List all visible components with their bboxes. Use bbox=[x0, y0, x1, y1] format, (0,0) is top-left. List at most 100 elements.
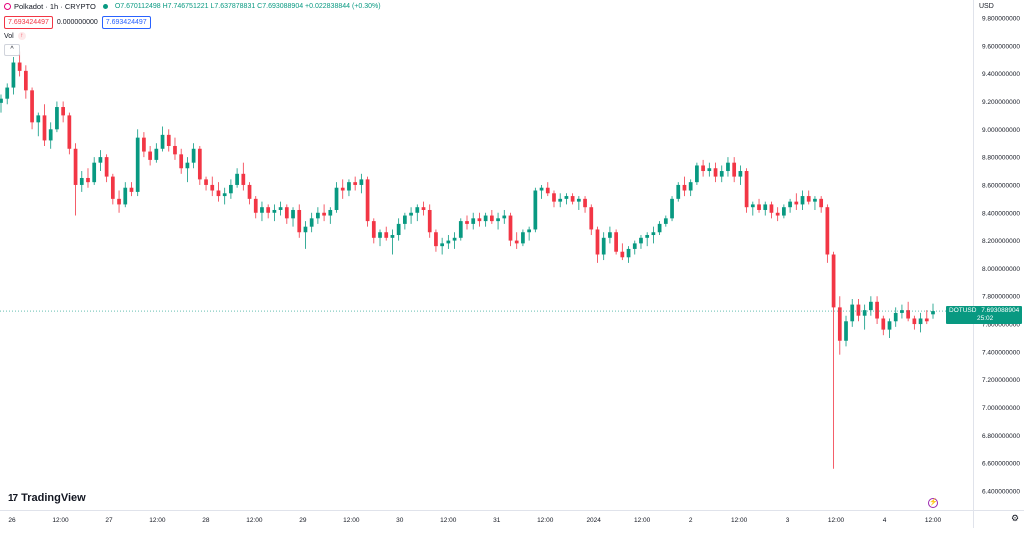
time-axis-label: 12:00 bbox=[343, 517, 360, 524]
candle-body bbox=[135, 137, 140, 192]
time-scale[interactable]: 26 12:00 27 12:00 28 12:00 29 12:00 30 12:00 31 12:… bbox=[0, 510, 973, 528]
candle-body bbox=[813, 198, 817, 202]
candle-body bbox=[558, 198, 563, 202]
ohlc-values: O7.670112498 H7.746751221 L7.637878831 C… bbox=[114, 3, 381, 10]
candle-body bbox=[73, 148, 78, 185]
candle-body bbox=[465, 221, 469, 224]
market-status-dot bbox=[102, 4, 108, 9]
price-axis-label: 8.200000000 bbox=[982, 238, 1020, 245]
candle-body bbox=[775, 212, 780, 216]
candle-body bbox=[30, 90, 34, 123]
candle-body bbox=[284, 207, 289, 219]
time-axis-label: 30 bbox=[396, 517, 404, 524]
candle-body bbox=[253, 198, 258, 213]
candle-body bbox=[272, 209, 277, 213]
candle-body bbox=[5, 87, 10, 99]
hidden-eye-icon[interactable]: ↑ bbox=[17, 32, 26, 40]
bid-value-box: 7.693424497 bbox=[4, 16, 53, 29]
candle-body bbox=[166, 134, 171, 146]
price-chart[interactable] bbox=[0, 0, 973, 510]
price-axis-label: 6.600000000 bbox=[982, 461, 1020, 468]
price-axis-label: 8.000000000 bbox=[982, 266, 1020, 273]
candle-body bbox=[36, 115, 41, 123]
candle-body bbox=[800, 196, 805, 205]
settings-gear-icon[interactable]: ⚙ bbox=[1011, 513, 1020, 523]
candle-body bbox=[110, 176, 115, 199]
candle-body bbox=[931, 311, 935, 315]
candles bbox=[0, 51, 935, 469]
candle-body bbox=[589, 207, 594, 230]
candle-body bbox=[595, 229, 600, 255]
candle-body bbox=[55, 107, 59, 130]
candle-body bbox=[564, 196, 569, 199]
candle-body bbox=[918, 318, 923, 325]
candle-body bbox=[570, 196, 575, 202]
candle-body bbox=[657, 223, 662, 233]
candle-body bbox=[837, 307, 842, 341]
price-axis-label: 8.800000000 bbox=[982, 155, 1020, 162]
candle-body bbox=[378, 232, 382, 238]
time-axis-label: 12:00 bbox=[634, 517, 651, 524]
candle-body bbox=[396, 223, 401, 236]
candle-body bbox=[806, 196, 811, 202]
collapse-legend-button[interactable]: ^ bbox=[4, 44, 20, 56]
spread-value: 0.000000000 bbox=[56, 19, 98, 26]
candle-body bbox=[477, 218, 482, 222]
time-axis-label: 12:00 bbox=[925, 517, 942, 524]
candle-body bbox=[583, 198, 587, 208]
time-axis-label: 26 bbox=[8, 517, 16, 524]
candle-body bbox=[893, 312, 898, 322]
chart-legend: Polkadot · 1h · CRYPTO O7.670112498 H7.7… bbox=[4, 2, 381, 11]
candle-body bbox=[154, 148, 159, 160]
candle-body bbox=[316, 212, 320, 219]
time-axis-label: 12:00 bbox=[52, 517, 69, 524]
candle-body bbox=[763, 204, 768, 210]
price-scale[interactable]: 9.800000000 9.600000000 9.400000000 9.20000… bbox=[973, 0, 1024, 510]
volume-indicator[interactable]: Vol ↑ bbox=[4, 32, 26, 40]
chart-pane[interactable] bbox=[0, 0, 973, 510]
symbol-title[interactable]: Polkadot · 1h · CRYPTO bbox=[14, 2, 96, 11]
candle-body bbox=[297, 209, 302, 233]
candle-body bbox=[309, 218, 314, 227]
time-axis-label: 12:00 bbox=[149, 517, 166, 524]
indicator-values: 7.693424497 0.000000000 7.693424497 bbox=[4, 16, 151, 29]
candle-body bbox=[496, 218, 500, 222]
candle-body bbox=[912, 318, 917, 325]
time-axis-label: 12:00 bbox=[537, 517, 554, 524]
candle-body bbox=[365, 179, 370, 222]
candle-body bbox=[204, 179, 208, 185]
candle-body bbox=[670, 198, 674, 219]
candle-body bbox=[216, 190, 221, 197]
time-axis-label: 31 bbox=[493, 517, 501, 524]
candle-body bbox=[61, 107, 65, 116]
candle-body bbox=[738, 171, 743, 177]
candle-body bbox=[782, 207, 786, 216]
candle-body bbox=[601, 237, 606, 255]
candle-body bbox=[452, 237, 457, 241]
price-axis-label: 7.400000000 bbox=[982, 349, 1020, 356]
candle-body bbox=[235, 173, 239, 185]
candle-body bbox=[92, 162, 97, 183]
candle-body bbox=[222, 193, 227, 197]
candle-body bbox=[179, 154, 184, 169]
candle-body bbox=[545, 187, 550, 194]
tradingview-brand[interactable]: 17 TradingView bbox=[8, 492, 86, 504]
currency-label[interactable]: USD bbox=[979, 3, 994, 10]
price-axis-label: 6.400000000 bbox=[982, 489, 1020, 496]
brand-name: TradingView bbox=[21, 492, 86, 504]
candle-body bbox=[278, 207, 283, 210]
price-axis-label: 9.600000000 bbox=[982, 43, 1020, 50]
candle-body bbox=[639, 237, 643, 244]
time-axis-label: 2024 bbox=[586, 517, 601, 524]
candle-body bbox=[148, 151, 152, 160]
polkadot-icon bbox=[4, 3, 11, 10]
candle-body bbox=[303, 226, 308, 233]
lightning-icon[interactable]: ⚡ bbox=[928, 498, 938, 508]
price-axis-label: 7.000000000 bbox=[982, 405, 1020, 412]
candle-body bbox=[695, 165, 699, 183]
candle-body bbox=[539, 187, 544, 191]
candle-body bbox=[23, 70, 28, 91]
price-axis-label: 9.200000000 bbox=[982, 99, 1020, 106]
candle-body bbox=[409, 212, 413, 216]
time-axis-label: 4 bbox=[883, 517, 887, 524]
